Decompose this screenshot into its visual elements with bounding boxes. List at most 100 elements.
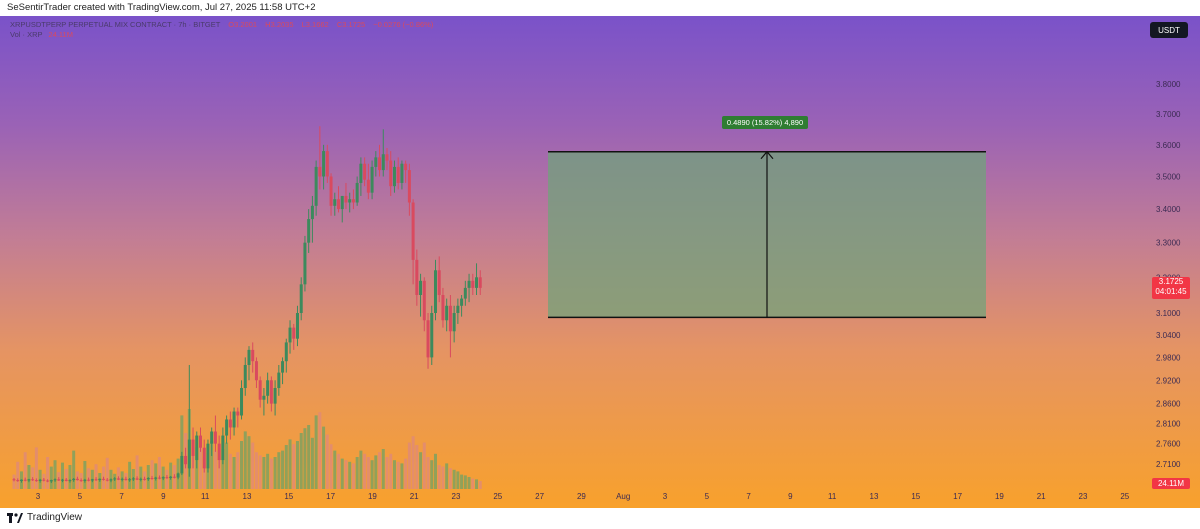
candle: [187, 364, 191, 477]
candle: [184, 447, 188, 469]
candle: [240, 380, 244, 420]
volume-bar: [463, 475, 467, 489]
candle-body: [288, 327, 292, 343]
volume-bar: [359, 450, 363, 489]
candle-body: [16, 480, 20, 482]
volume-bar: [314, 415, 318, 489]
candle: [307, 209, 311, 253]
time-tick-label: 25: [493, 492, 502, 501]
candle-body: [411, 202, 415, 260]
footer-bar: TradingView: [0, 508, 1200, 529]
candle: [113, 477, 117, 481]
candle: [87, 477, 91, 482]
candle: [370, 160, 374, 200]
candle-body: [34, 480, 38, 482]
last-price-tag: 3.1725 04:01:45: [1152, 277, 1190, 299]
chart-svg[interactable]: 3.80003.70003.60003.50003.40003.30003.20…: [0, 16, 1200, 508]
volume-bar: [23, 452, 27, 489]
candle: [411, 199, 415, 285]
symbol-title[interactable]: XRPUSDTPERP PERPETUAL MIX CONTRACT · 7h …: [10, 20, 221, 29]
candle: [329, 173, 333, 216]
volume-bar: [240, 441, 244, 489]
candle-body: [452, 313, 456, 332]
ohlc-close: C3.1725: [336, 20, 366, 29]
candle: [165, 475, 169, 479]
candle: [236, 407, 240, 428]
volume-bar: [437, 465, 441, 489]
candle-body: [437, 270, 441, 295]
price-tick-label: 3.7000: [1156, 110, 1181, 119]
candle-body: [281, 361, 285, 373]
candle-body: [75, 478, 79, 481]
candle-body: [378, 157, 382, 171]
currency-button[interactable]: USDT: [1150, 22, 1188, 38]
candle: [53, 478, 57, 482]
candle-body: [236, 411, 240, 416]
time-tick-label: 11: [828, 492, 837, 501]
volume-bar: [269, 458, 273, 489]
volume-legend[interactable]: Vol · XRP 24.11M: [10, 30, 73, 39]
volume-bar: [471, 478, 475, 489]
candle: [385, 147, 389, 171]
candle-body: [243, 364, 247, 389]
price-tick-label: 2.8600: [1156, 400, 1181, 409]
volume-label[interactable]: Vol · XRP: [10, 30, 43, 39]
candle: [199, 427, 202, 452]
candle-body: [68, 480, 72, 482]
time-axis[interactable]: 3 5 7 9 11 13 15 17 19 21 23 25 27 29 Aug 3 5 7 9 11 13 15 17 1…: [36, 492, 1130, 501]
time-tick-label: 5: [705, 492, 710, 501]
candle: [467, 273, 471, 303]
price-tick-label: 2.9800: [1156, 353, 1181, 362]
volume-bar: [333, 450, 337, 489]
candle: [333, 192, 337, 216]
candle: [157, 475, 161, 480]
volume-bar: [34, 447, 38, 489]
symbol-legend[interactable]: XRPUSDTPERP PERPETUAL MIX CONTRACT · 7h …: [10, 20, 433, 29]
candle: [232, 407, 236, 436]
tradingview-logo[interactable]: TradingView: [7, 512, 82, 523]
measure-layer[interactable]: [548, 150, 986, 319]
candle-body: [225, 419, 229, 436]
volume-bar: [202, 457, 206, 489]
candle-body: [337, 199, 341, 210]
candle: [310, 195, 314, 243]
volume-bar: [404, 458, 408, 489]
candle-body: [400, 163, 404, 183]
candle: [102, 476, 106, 481]
candle: [68, 479, 72, 483]
candle-body: [202, 447, 206, 469]
volume-bar: [310, 437, 314, 489]
candle-body: [422, 280, 426, 321]
candle-body: [124, 478, 128, 481]
volume-bar: [348, 461, 352, 489]
candle-body: [258, 380, 262, 400]
volume-bar: [307, 425, 311, 489]
candle-body: [325, 151, 329, 177]
candle: [94, 477, 98, 481]
time-tick-label: 25: [1120, 492, 1129, 501]
candle: [139, 477, 143, 482]
volume-bar: [396, 461, 400, 489]
price-tick-label: 3.0400: [1156, 331, 1181, 340]
candle: [42, 478, 46, 482]
time-tick-label: 7: [746, 492, 751, 501]
candle-body: [232, 411, 236, 428]
volume-bar: [105, 457, 109, 489]
candle-body: [333, 199, 337, 206]
candle-body: [355, 182, 359, 203]
volume-bar: [135, 455, 139, 489]
volume-bar: [236, 452, 240, 489]
volume-bar: [392, 460, 396, 489]
time-tick-label: 9: [161, 492, 166, 501]
candle: [135, 476, 139, 481]
tradingview-brand: TradingView: [27, 512, 83, 523]
volume-bar: [460, 474, 464, 489]
measure-label[interactable]: 0.4890 (15.82%) 4,890: [722, 116, 808, 129]
candle: [460, 295, 464, 317]
volume-bar: [381, 449, 385, 489]
candle: [98, 478, 102, 482]
time-tick-label: 21: [410, 492, 419, 501]
candle: [419, 273, 423, 317]
volume-bar: [94, 464, 98, 489]
